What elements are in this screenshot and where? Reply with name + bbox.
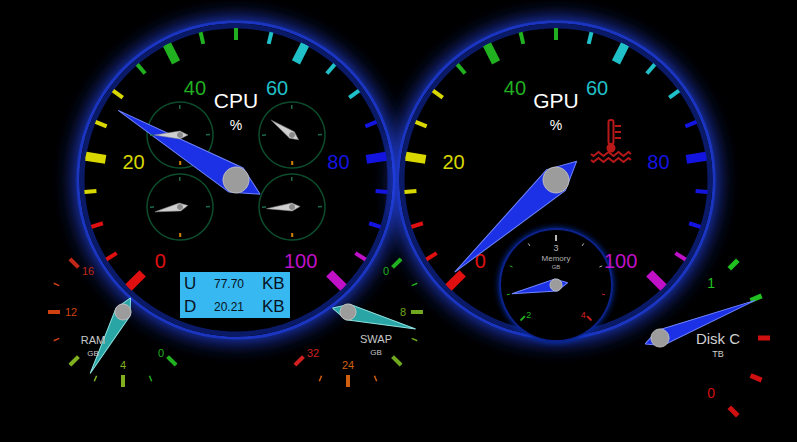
svg-text:60: 60 [586, 77, 608, 99]
svg-text:%: % [230, 117, 242, 133]
svg-text:KB: KB [262, 297, 285, 316]
svg-text:4: 4 [120, 359, 126, 371]
svg-text:D: D [184, 297, 196, 316]
svg-text:4: 4 [581, 310, 586, 320]
svg-text:KB: KB [262, 274, 285, 293]
svg-text:GB: GB [552, 264, 561, 270]
svg-text:0: 0 [707, 385, 715, 401]
svg-text:U: U [184, 274, 196, 293]
svg-text:20.21: 20.21 [214, 300, 244, 314]
svg-text:32: 32 [307, 347, 319, 359]
svg-text:RAM: RAM [81, 334, 105, 346]
svg-text:1: 1 [707, 275, 715, 291]
svg-text:SWAP: SWAP [360, 333, 392, 345]
svg-text:0: 0 [158, 347, 164, 359]
svg-text:%: % [550, 117, 562, 133]
svg-text:60: 60 [266, 77, 288, 99]
svg-text:40: 40 [184, 77, 206, 99]
svg-text:100: 100 [604, 250, 637, 272]
svg-text:0: 0 [155, 250, 166, 272]
svg-text:24: 24 [342, 359, 354, 371]
svg-text:GB: GB [87, 349, 99, 358]
svg-text:100: 100 [284, 250, 317, 272]
svg-text:80: 80 [327, 151, 349, 173]
svg-text:CPU: CPU [214, 89, 258, 112]
svg-text:Disk C: Disk C [696, 330, 740, 347]
svg-text:20: 20 [442, 151, 464, 173]
svg-text:12: 12 [65, 306, 77, 318]
svg-text:TB: TB [712, 349, 724, 359]
svg-text:77.70: 77.70 [214, 277, 244, 291]
svg-text:40: 40 [504, 77, 526, 99]
svg-text:80: 80 [647, 151, 669, 173]
svg-text:16: 16 [82, 265, 94, 277]
svg-text:0: 0 [383, 265, 389, 277]
svg-text:3: 3 [553, 243, 558, 253]
svg-text:2: 2 [526, 310, 531, 320]
svg-text:0: 0 [474, 250, 486, 273]
svg-text:8: 8 [400, 306, 406, 318]
svg-text:GB: GB [370, 348, 382, 357]
svg-text:20: 20 [122, 151, 144, 173]
svg-text:GPU: GPU [533, 89, 579, 112]
svg-text:Memory: Memory [542, 254, 571, 263]
